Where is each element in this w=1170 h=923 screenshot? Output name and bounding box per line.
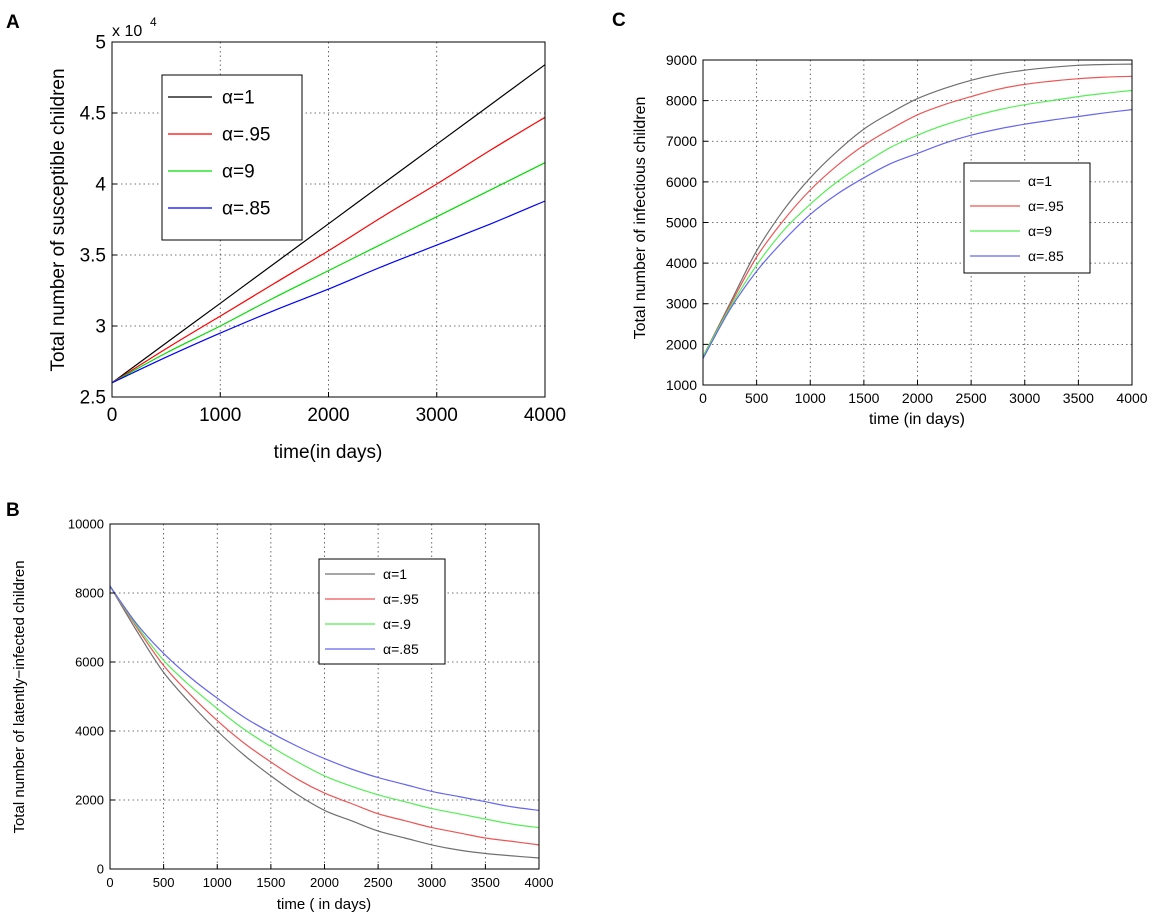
panel-b-x-tick-label-5: 2500 (364, 875, 393, 890)
panel-c-x-tick-label-4: 2000 (902, 390, 933, 406)
panel-c-x-tick-label-7: 3500 (1063, 390, 1094, 406)
panel-c-series (702, 63, 1133, 359)
panel-c-x-tick-label-8: 4000 (1116, 390, 1147, 406)
panel-a-y-tick-label-4: 4.5 (80, 104, 106, 125)
panel-a-legend: α=1 α=.95 α=9 α=.85 (161, 74, 303, 241)
panel-a-x-axis-label: time(in days) (274, 442, 383, 463)
panel-a-y-tick-label-5: 5 (95, 33, 106, 54)
panel-c-series-line-3 (702, 109, 1133, 359)
panel-c-ticks: 0 500 1000 1500 2000 2500 3000 3500 4000 1000 2000… (666, 52, 1148, 406)
panel-c-series-line-0 (702, 63, 1133, 357)
panel-b-x-tick-label-8: 4000 (525, 875, 554, 890)
panel-a-series-line-0 (111, 64, 546, 384)
panel-a-x-tick-label-4: 4000 (524, 405, 566, 426)
panel-b-legend-label-1: α=.95 (383, 591, 419, 607)
panel-a-x-tick-label-2: 2000 (307, 405, 349, 426)
panel-a-y-axis-label: Total number of susceptible children (48, 68, 69, 371)
panel-a-x-tick-label-3: 3000 (416, 405, 458, 426)
panel-a-y-tick-label-0: 2.5 (80, 388, 106, 409)
panel-a-y-tick-label-1: 3 (95, 317, 106, 338)
panel-a-legend-box (161, 74, 303, 241)
panel-b-x-tick-label-4: 2000 (310, 875, 339, 890)
panel-c-y-tick-label-7: 8000 (666, 93, 697, 109)
panel-b-series-line-3 (109, 585, 540, 811)
panel-b-y-tick-label-2: 4000 (75, 724, 104, 739)
panel-b-x-tick-label-3: 1500 (256, 875, 285, 890)
panel-b-y-tick-label-4: 8000 (75, 586, 104, 601)
panel-c-legend-label-2: α=9 (1028, 223, 1052, 239)
panel-b-legend: α=1 α=.95 α=.9 α=.85 (318, 558, 446, 665)
panel-a-series-line-3 (111, 200, 546, 384)
panel-label-c: C (612, 10, 626, 31)
panel-a-multiplier-base: x 10 (112, 23, 142, 40)
panel-b-legend-box (318, 558, 446, 665)
panel-b-x-tick-label-6: 3000 (417, 875, 446, 890)
panel-c-legend-label-0: α=1 (1028, 173, 1052, 189)
panel-b-series-line-2 (109, 585, 540, 829)
panel-b-y-tick-label-0: 0 (97, 862, 104, 877)
panel-c-legend-label-3: α=.85 (1028, 248, 1064, 264)
panel-c-x-tick-label-5: 2500 (956, 390, 987, 406)
panel-c-y-axis-label: Total number of infectious children (632, 97, 649, 340)
panel-a-multiplier-exp: 4 (150, 15, 157, 29)
panel-c-x-tick-label-3: 1500 (848, 390, 879, 406)
panel-b-grid (110, 524, 539, 869)
panel-c-y-tick-label-8: 9000 (666, 52, 697, 68)
panel-c-series-line-1 (702, 75, 1133, 357)
panel-b-y-axis-label: Total number of latently−infected childr… (11, 560, 28, 833)
panel-b-x-tick-label-0: 0 (106, 875, 113, 890)
panel-b-chart: 0 500 1000 1500 2000 2500 3000 3500 4000 0 2000 400… (11, 517, 553, 913)
panel-a-series-line-1 (111, 116, 546, 384)
panel-b-y-tick-label-1: 2000 (75, 793, 104, 808)
panel-a-ticks: 0 1000 2000 3000 4000 2.5 3 3.5 4 4.5 5 (80, 33, 567, 426)
panel-a-series (111, 64, 546, 384)
panel-a-legend-label-1: α=.95 (222, 125, 271, 146)
panel-b-series (109, 585, 540, 859)
panel-c-x-axis-label: time (in days) (869, 411, 965, 428)
panel-a-series-line-2 (111, 162, 546, 384)
panel-c-y-tick-label-5: 6000 (666, 174, 697, 190)
panel-a-legend-label-2: α=9 (222, 162, 255, 183)
panel-b-ticks: 0 500 1000 1500 2000 2500 3000 3500 4000 0 2000 400… (68, 517, 554, 890)
panel-c-chart: 0 500 1000 1500 2000 2500 3000 3500 4000 1000 2000… (632, 52, 1148, 428)
panel-label-a: A (6, 12, 20, 33)
panel-c-x-tick-label-6: 3000 (1009, 390, 1040, 406)
panel-c-x-tick-label-1: 500 (745, 390, 769, 406)
panel-c-legend: α=1 α=.95 α=9 α=.85 (963, 162, 1091, 274)
panel-b-y-tick-label-3: 6000 (75, 655, 104, 670)
panel-a-y-tick-label-3: 4 (95, 175, 106, 196)
panel-c-x-tick-label-2: 1000 (795, 390, 826, 406)
panel-b-legend-label-0: α=1 (383, 566, 407, 582)
panel-c-y-tick-label-0: 1000 (666, 377, 697, 393)
panel-c-y-tick-label-4: 5000 (666, 214, 697, 230)
panel-c-series-line-2 (702, 89, 1133, 357)
panel-a-legend-label-3: α=.85 (222, 199, 271, 220)
panel-a-x-tick-label-1: 1000 (199, 405, 241, 426)
panel-c-y-tick-label-2: 3000 (666, 296, 697, 312)
panel-label-b: B (6, 500, 20, 521)
panel-c-y-tick-label-6: 7000 (666, 133, 697, 149)
panel-b-x-tick-label-1: 500 (153, 875, 175, 890)
panel-c-y-tick-label-1: 2000 (666, 336, 697, 352)
panel-a-chart: 0 1000 2000 3000 4000 2.5 3 3.5 4 4.5 5 x 10 4 tim… (48, 15, 566, 463)
panel-c-y-tick-label-3: 4000 (666, 255, 697, 271)
panel-b-x-tick-label-2: 1000 (203, 875, 232, 890)
panel-c-x-tick-label-0: 0 (699, 390, 707, 406)
panel-a-y-tick-label-2: 3.5 (80, 246, 106, 267)
panel-b-x-axis-label: time ( in days) (277, 896, 371, 913)
panel-b-legend-label-2: α=.9 (383, 616, 411, 632)
panel-b-legend-label-3: α=.85 (383, 641, 419, 657)
panel-b-y-tick-label-5: 10000 (68, 517, 104, 532)
panel-a-x-tick-label-0: 0 (107, 405, 118, 426)
panel-a-legend-label-0: α=1 (222, 88, 255, 109)
panel-b-series-line-1 (109, 585, 540, 846)
panel-c-legend-label-1: α=.95 (1028, 198, 1064, 214)
panel-b-series-line-0 (109, 585, 540, 859)
panel-b-x-tick-label-7: 3500 (471, 875, 500, 890)
